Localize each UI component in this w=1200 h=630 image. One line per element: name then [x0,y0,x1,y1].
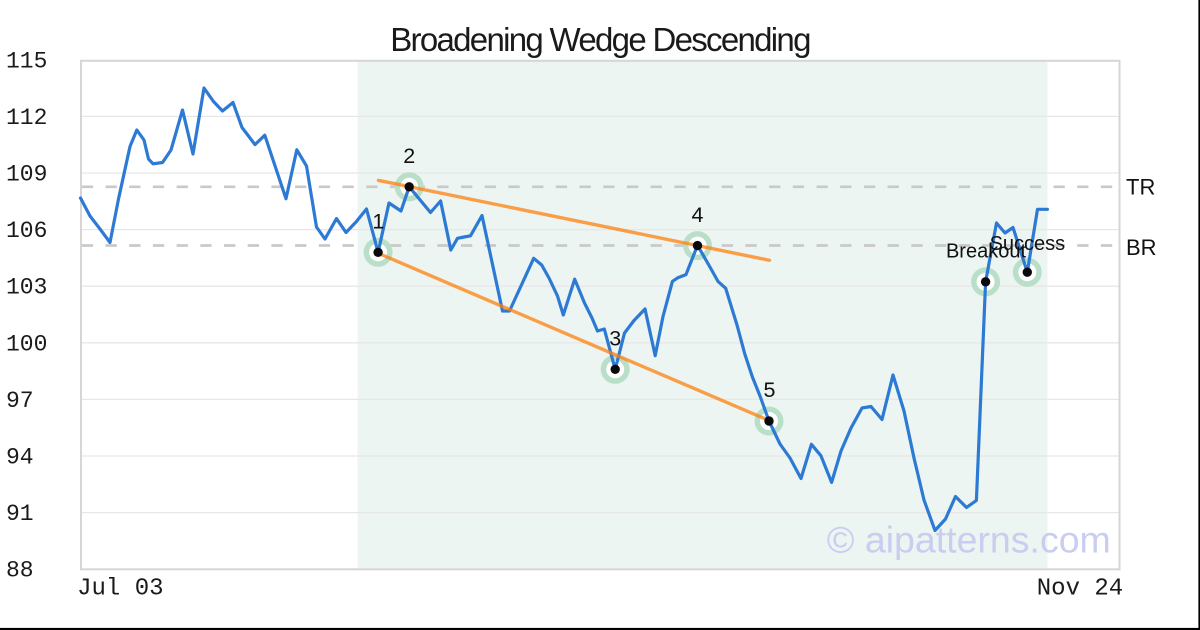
svg-text:97: 97 [6,388,34,414]
svg-text:Broadening Wedge Descending: Broadening Wedge Descending [390,21,810,58]
svg-text:109: 109 [6,162,47,188]
svg-text:100: 100 [6,331,47,357]
svg-text:Nov 24: Nov 24 [1037,576,1123,603]
svg-text:Jul 03: Jul 03 [77,576,163,603]
svg-text:115: 115 [6,48,47,74]
svg-text:TR: TR [1126,175,1155,200]
svg-text:112: 112 [6,105,47,131]
svg-text:1: 1 [372,210,384,234]
svg-text:106: 106 [6,218,47,244]
svg-text:2: 2 [403,144,415,168]
svg-text:91: 91 [6,501,34,527]
svg-text:4: 4 [692,203,704,227]
svg-text:Breakout: Breakout [946,241,1026,263]
svg-text:103: 103 [6,275,47,301]
svg-text:5: 5 [764,378,776,402]
svg-text:© aipatterns.com: © aipatterns.com [827,519,1111,561]
svg-text:88: 88 [6,558,34,584]
svg-text:BR: BR [1126,235,1157,260]
svg-text:3: 3 [609,327,621,351]
svg-text:Success: Success [990,233,1066,255]
svg-text:94: 94 [6,445,34,471]
